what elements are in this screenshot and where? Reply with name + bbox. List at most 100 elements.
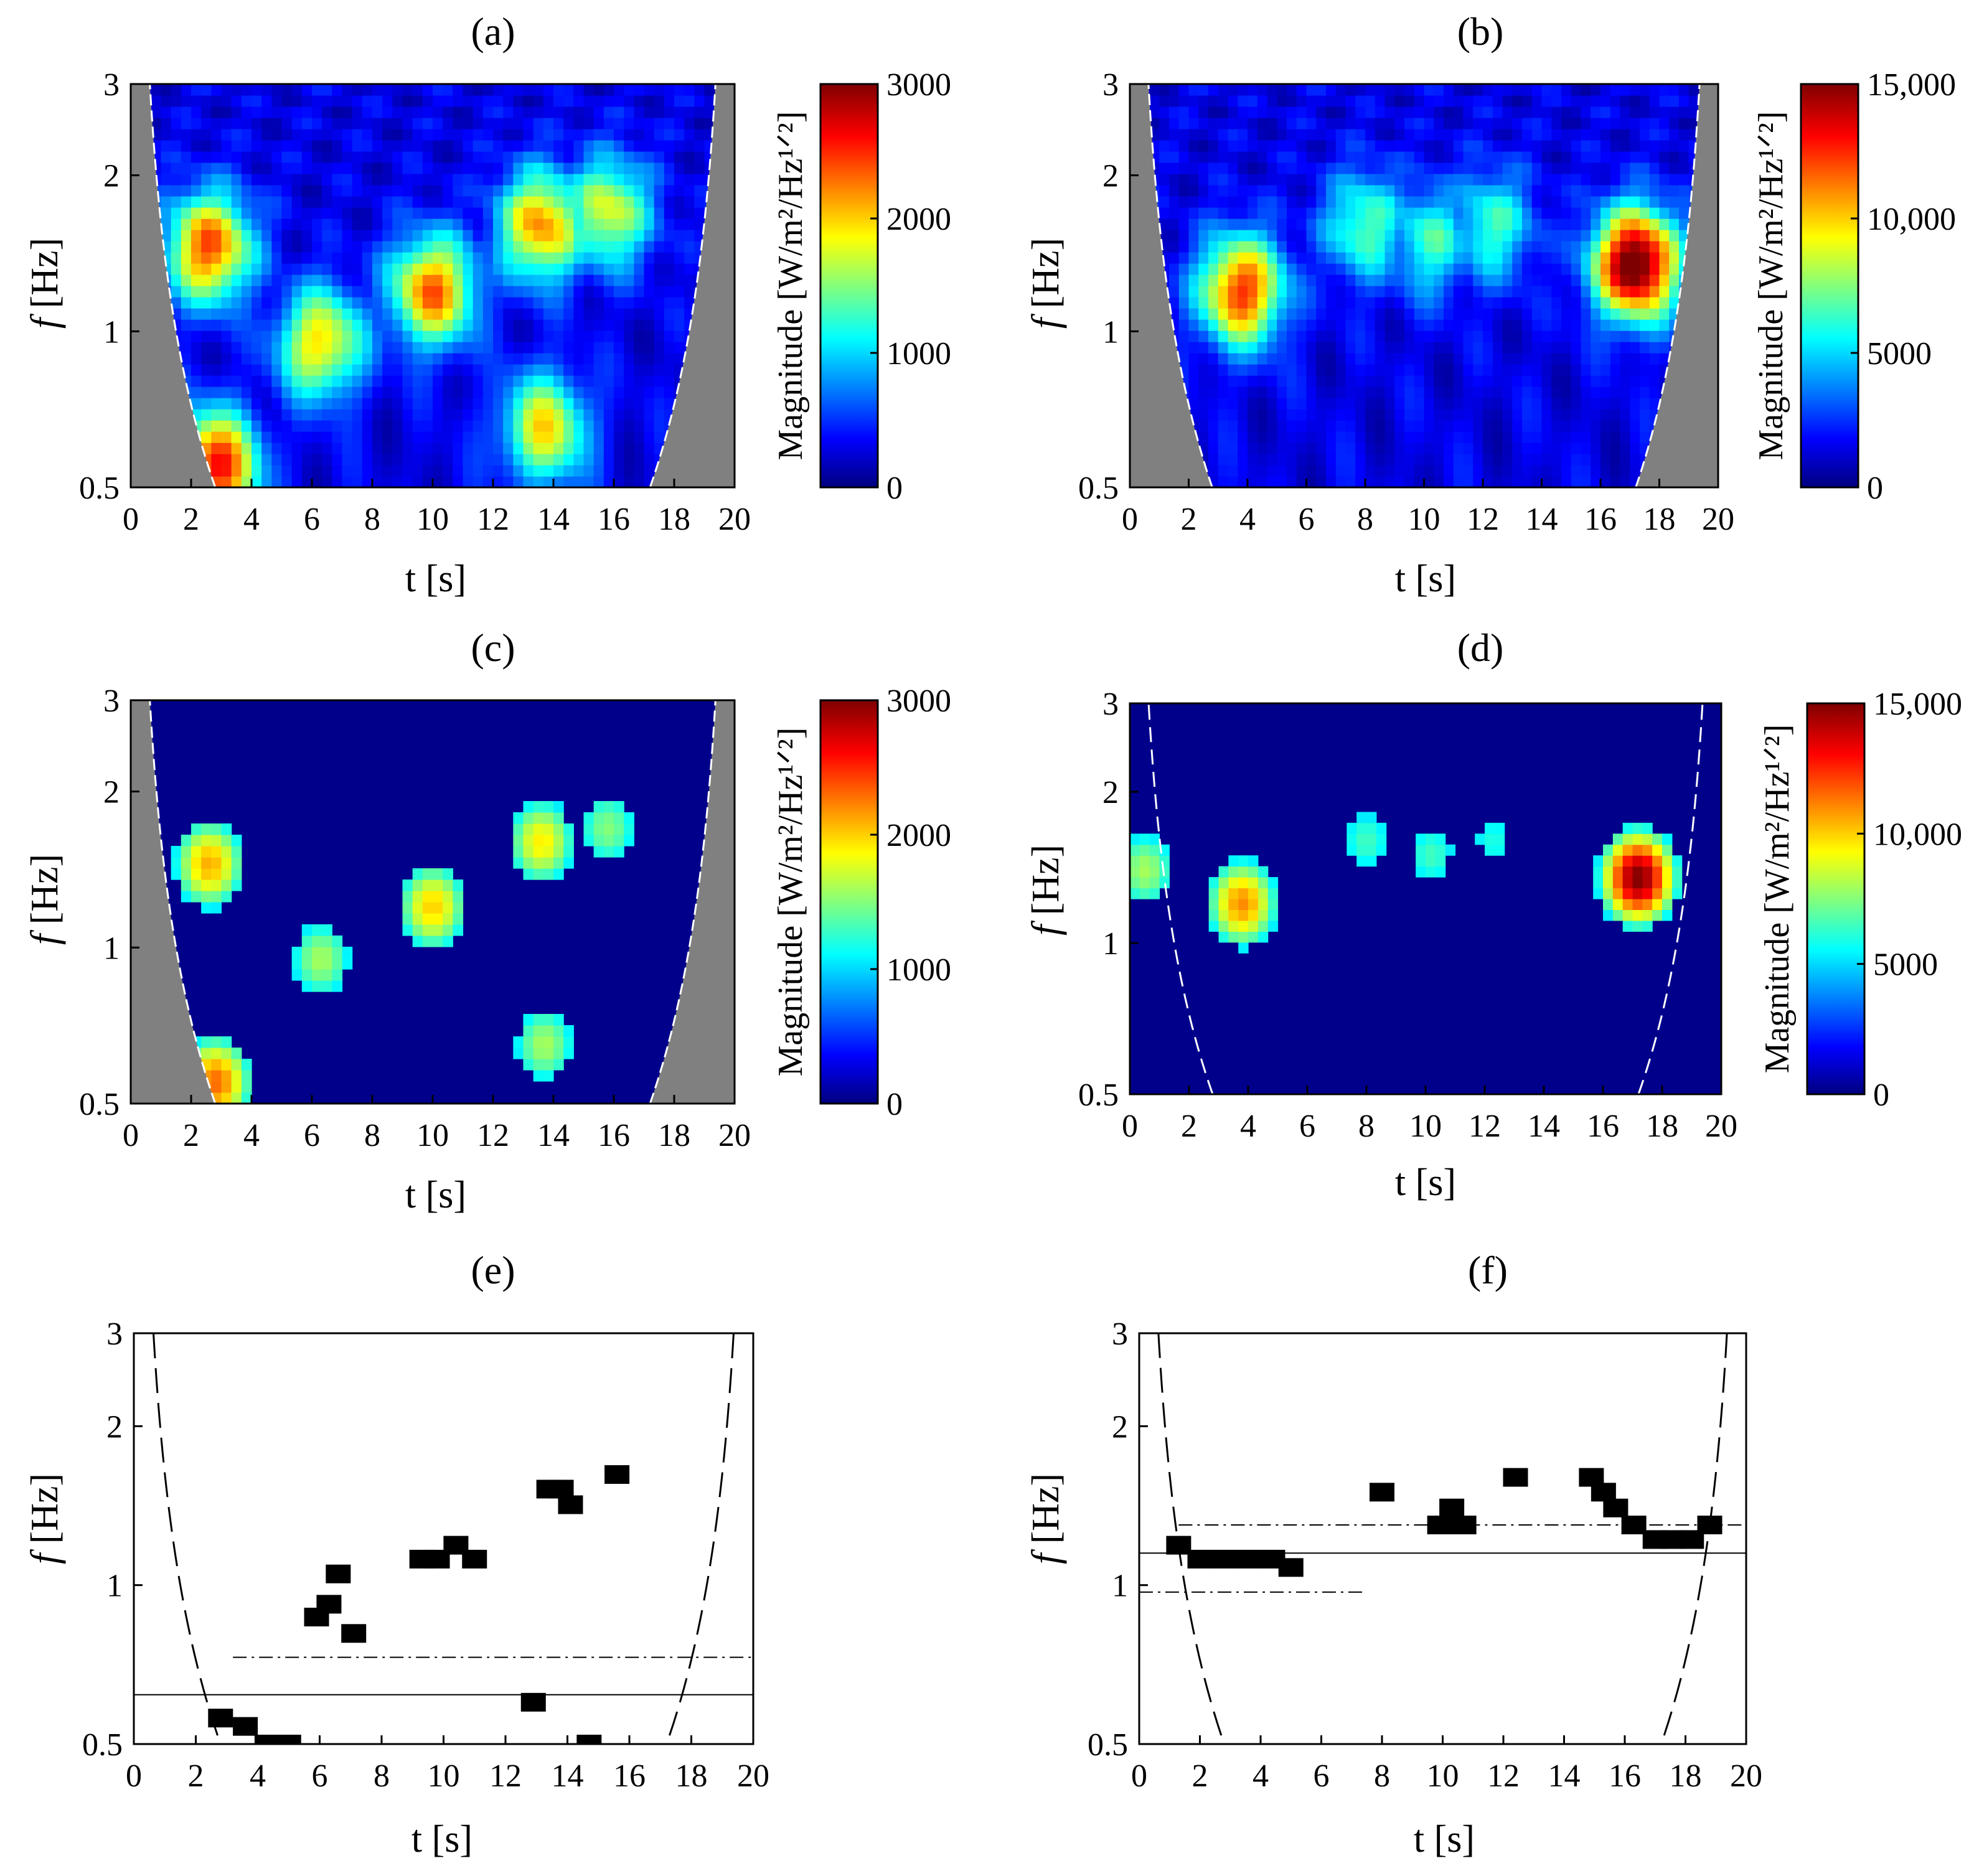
heatmap-cell [211, 420, 222, 432]
heatmap-cell [241, 218, 252, 230]
heatmap-cell [1394, 140, 1405, 152]
heatmap-cell [1463, 286, 1473, 298]
heatmap-cell [523, 129, 534, 141]
coi-line-right [649, 84, 717, 487]
heatmap-cell [332, 443, 343, 454]
heatmap-cell [1355, 353, 1366, 365]
heatmap-cell [1198, 95, 1209, 107]
heatmap-cell [201, 409, 212, 421]
heatmap-cell [482, 162, 494, 174]
heatmap-cell [493, 398, 504, 410]
heatmap-cell [624, 420, 634, 432]
heatmap-cell [362, 84, 373, 96]
heatmap-cell [402, 185, 413, 197]
heatmap-cell [362, 140, 373, 152]
heatmap-cell [1248, 431, 1258, 443]
heatmap-cell [634, 476, 645, 487]
heatmap-cell [1228, 252, 1238, 264]
heatmap-cell [372, 185, 383, 197]
heatmap-cell [1522, 241, 1533, 253]
heatmap-cell [634, 274, 645, 286]
heatmap-cell [543, 196, 554, 208]
heatmap-cell [1335, 331, 1347, 342]
heatmap-cell [1444, 431, 1454, 443]
heatmap-cell [281, 218, 293, 230]
heatmap-cell [1688, 84, 1699, 96]
heatmap-cell [1541, 174, 1552, 185]
heatmap-cell [1551, 274, 1562, 286]
heatmap-cell [1208, 84, 1219, 96]
heatmap-cell [1610, 286, 1621, 298]
heatmap-cell [402, 297, 413, 309]
heatmap-cell [1198, 129, 1209, 141]
heatmap-cell [603, 185, 614, 197]
heatmap-cell [1603, 866, 1614, 878]
heatmap-cell [1345, 443, 1356, 454]
heatmap-cell [251, 230, 262, 242]
heatmap-cell [472, 465, 484, 477]
heatmap-cell [1610, 364, 1621, 376]
heatmap-cell [664, 398, 675, 410]
heatmap-cell [372, 129, 383, 141]
heatmap-cell [1375, 409, 1386, 421]
heatmap-cell [1384, 118, 1395, 129]
heatmap-cell [1424, 196, 1434, 208]
heatmap-cell [1581, 353, 1591, 365]
heatmap-cell [291, 84, 303, 96]
heatmap-cell [482, 286, 494, 298]
heatmap-cell [322, 331, 332, 342]
heatmap-cell [1198, 118, 1209, 129]
heatmap-cell [1492, 162, 1503, 174]
heatmap-cell [1277, 162, 1287, 174]
heatmap-cell [1355, 420, 1366, 432]
heatmap-cell [482, 207, 494, 219]
heatmap-cell [453, 230, 464, 242]
heatmap-cell [1512, 420, 1523, 432]
heatmap-cell [634, 420, 645, 432]
heatmap-cell [231, 1070, 242, 1082]
heatmap-cell [191, 162, 202, 174]
heatmap-cell [513, 342, 524, 354]
heatmap-cell [1316, 308, 1327, 320]
heatmap-cell [543, 331, 554, 342]
heatmap-cell [1662, 888, 1673, 899]
heatmap-cell [392, 308, 403, 320]
heatmap-cell [221, 879, 232, 891]
heatmap-cell [1463, 218, 1473, 230]
heatmap-cell [583, 174, 595, 185]
heatmap-cell [614, 252, 624, 264]
heatmap-cell [684, 274, 695, 286]
heatmap-cell [332, 218, 343, 230]
heatmap-cell [352, 297, 363, 309]
heatmap-cell [352, 162, 363, 174]
heatmap-cell [171, 263, 182, 275]
heatmap-cell [503, 420, 514, 432]
heatmap-cell [482, 218, 494, 230]
heatmap-cell [1188, 274, 1199, 286]
heatmap-cell [1248, 375, 1258, 387]
heatmap-cell [1640, 207, 1650, 219]
heatmap-cell [392, 106, 403, 118]
heatmap-cell [533, 387, 544, 398]
xtick-label: 18 [658, 1118, 690, 1153]
heatmap-cell [443, 398, 453, 410]
heatmap-cell [241, 230, 252, 242]
heatmap-cell [453, 196, 464, 208]
heatmap-cell [1267, 476, 1277, 487]
heatmap-cell [654, 297, 665, 309]
heatmap-cell [1649, 375, 1660, 387]
heatmap-cell [1463, 398, 1473, 410]
heatmap-cell [382, 353, 393, 365]
heatmap-cell [1257, 230, 1268, 242]
heatmap-cell [332, 409, 343, 421]
heatmap-cell [201, 308, 212, 320]
heatmap-cell [553, 409, 564, 421]
heatmap-cell [573, 162, 585, 174]
heatmap-cell [482, 230, 494, 242]
heatmap-cell [191, 252, 202, 264]
heatmap-cell [543, 129, 554, 141]
heatmap-cell [231, 835, 242, 847]
heatmap-cell [1424, 252, 1434, 264]
heatmap-cell [482, 297, 494, 309]
